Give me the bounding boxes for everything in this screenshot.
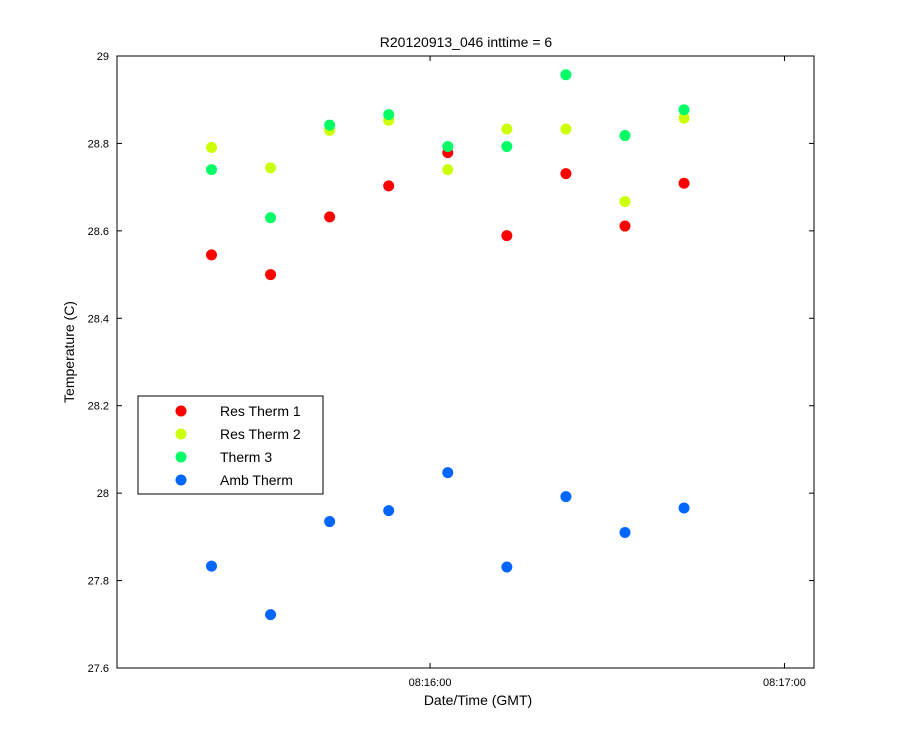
data-point [560,123,572,135]
data-point [678,104,690,116]
y-tick-label: 28.6 [88,226,109,238]
legend-marker [175,405,187,417]
legend: Res Therm 1 Res Therm 2 Therm 3 Amb Therm [137,395,324,495]
data-point [678,112,690,124]
plot-area [116,55,815,669]
data-point [560,491,572,503]
legend-label: Amb Therm [220,472,293,488]
data-point [560,168,572,180]
data-point [678,502,690,514]
data-point [383,109,395,121]
x-tick-label: 08:17:00 [763,677,806,689]
data-point [560,69,572,81]
data-point [265,162,277,174]
data-point [324,516,336,528]
legend-marker [175,474,187,486]
y-tick-label: 28.2 [88,401,109,413]
data-point [206,560,218,572]
data-points [206,69,690,621]
data-point [206,249,218,261]
data-point [265,212,277,224]
y-axis: 27.6 27.8 28 28.2 28.4 28.6 28.8 29 [88,51,814,675]
x-axis: 08:16:00 08:17:00 [409,56,806,689]
data-point [501,123,513,135]
series-therm-3 [206,69,690,224]
x-tick-label: 08:16:00 [409,677,452,689]
data-point [678,177,690,189]
y-tick-label: 28.8 [88,138,109,150]
data-point [619,220,631,232]
legend-label: Res Therm 1 [220,403,301,419]
data-point [442,467,454,479]
data-point [324,211,336,223]
legend-label: Therm 3 [220,449,272,465]
data-point [501,561,513,573]
data-point [324,119,336,131]
data-point [206,141,218,153]
y-tick-label: 27.8 [88,576,109,588]
x-axis-label: Date/Time (GMT) [424,692,532,708]
series-res-therm-1 [206,147,690,281]
series-res-therm-2 [206,112,690,208]
legend-marker [175,428,187,440]
chart-title: R20120913_046 inttime = 6 [380,34,553,50]
data-point [501,140,513,152]
data-point [383,505,395,517]
y-tick-label: 28.4 [88,313,109,325]
data-point [442,140,454,152]
data-point [206,164,218,176]
data-point [619,526,631,538]
data-point [442,164,454,176]
legend-marker [175,451,187,463]
y-tick-label: 29 [97,51,109,63]
data-point [501,230,513,242]
data-point [265,269,277,281]
series-amb-therm [206,467,690,621]
data-point [619,196,631,208]
data-point [619,130,631,142]
y-tick-label: 28 [97,488,109,500]
legend-box [137,395,324,495]
data-point [265,609,277,621]
y-tick-label: 27.6 [88,663,109,675]
legend-label: Res Therm 2 [220,426,301,442]
data-point [383,180,395,192]
y-axis-label: Temperature (C) [61,301,77,403]
